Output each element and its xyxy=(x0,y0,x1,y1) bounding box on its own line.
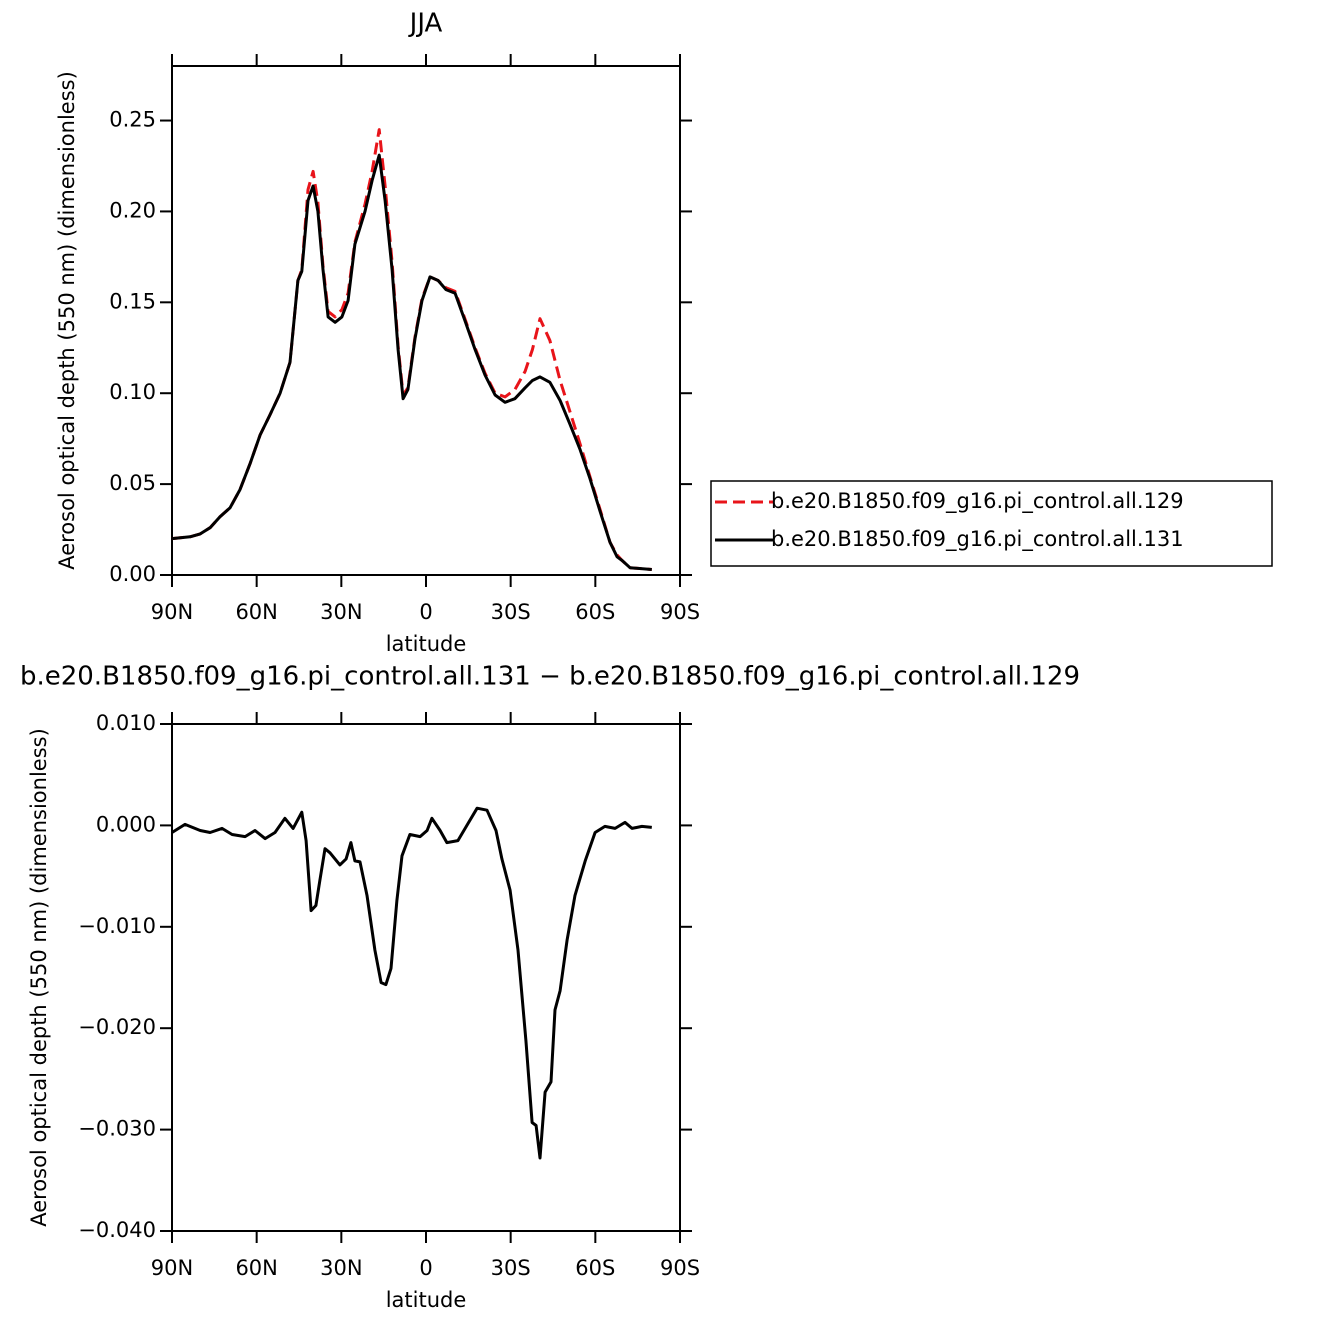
y-tick-label: 0.000 xyxy=(96,812,156,836)
y-tick-label: 0.10 xyxy=(109,380,156,404)
y-tick-label: −0.040 xyxy=(78,1218,156,1242)
x-tick-label: 30S xyxy=(491,1256,531,1280)
x-tick-label: 0 xyxy=(419,1256,432,1280)
y-axis-label: Aerosol optical depth (550 nm) (dimensio… xyxy=(27,728,51,1227)
x-tick-label: 60S xyxy=(575,600,615,624)
y-tick-label: −0.030 xyxy=(78,1117,156,1141)
x-tick-label: 30N xyxy=(320,600,362,624)
x-tick-label: 60N xyxy=(235,1256,277,1280)
data-line xyxy=(171,806,652,1160)
y-tick-label: 0.20 xyxy=(109,198,156,222)
x-tick-label: 90S xyxy=(660,600,700,624)
chart-title: b.e20.B1850.f09_g16.pi_control.all.131 −… xyxy=(20,662,1080,692)
y-tick-label: 0.05 xyxy=(109,471,156,495)
y-tick-label: −0.020 xyxy=(78,1015,156,1039)
y-tick-label: 0.010 xyxy=(96,711,156,735)
data-line xyxy=(171,153,652,571)
legend-box xyxy=(710,480,1273,567)
x-tick-label: 30S xyxy=(491,600,531,624)
x-tick-label: 90S xyxy=(660,1256,700,1280)
x-axis-label: latitude xyxy=(386,632,467,656)
legend-label: b.e20.B1850.f09_g16.pi_control.all.129 xyxy=(771,489,1184,514)
x-tick-label: 0 xyxy=(419,600,432,624)
x-tick-label: 90N xyxy=(151,600,193,624)
x-tick-label: 90N xyxy=(151,1256,193,1280)
y-tick-label: 0.00 xyxy=(109,562,156,586)
x-tick-label: 60S xyxy=(575,1256,615,1280)
y-tick-label: −0.010 xyxy=(78,914,156,938)
y-tick-label: 0.25 xyxy=(109,108,156,132)
y-tick-label: 0.15 xyxy=(109,289,156,313)
data-line xyxy=(171,128,652,571)
chart-title: JJA xyxy=(408,9,443,39)
x-tick-label: 60N xyxy=(235,600,277,624)
plot-frame xyxy=(171,723,681,1232)
plot-frame xyxy=(171,65,681,576)
x-tick-label: 30N xyxy=(320,1256,362,1280)
x-axis-label: latitude xyxy=(386,1288,467,1312)
legend-label: b.e20.B1850.f09_g16.pi_control.all.131 xyxy=(771,527,1184,552)
y-axis-label: Aerosol optical depth (550 nm) (dimensio… xyxy=(55,71,79,570)
